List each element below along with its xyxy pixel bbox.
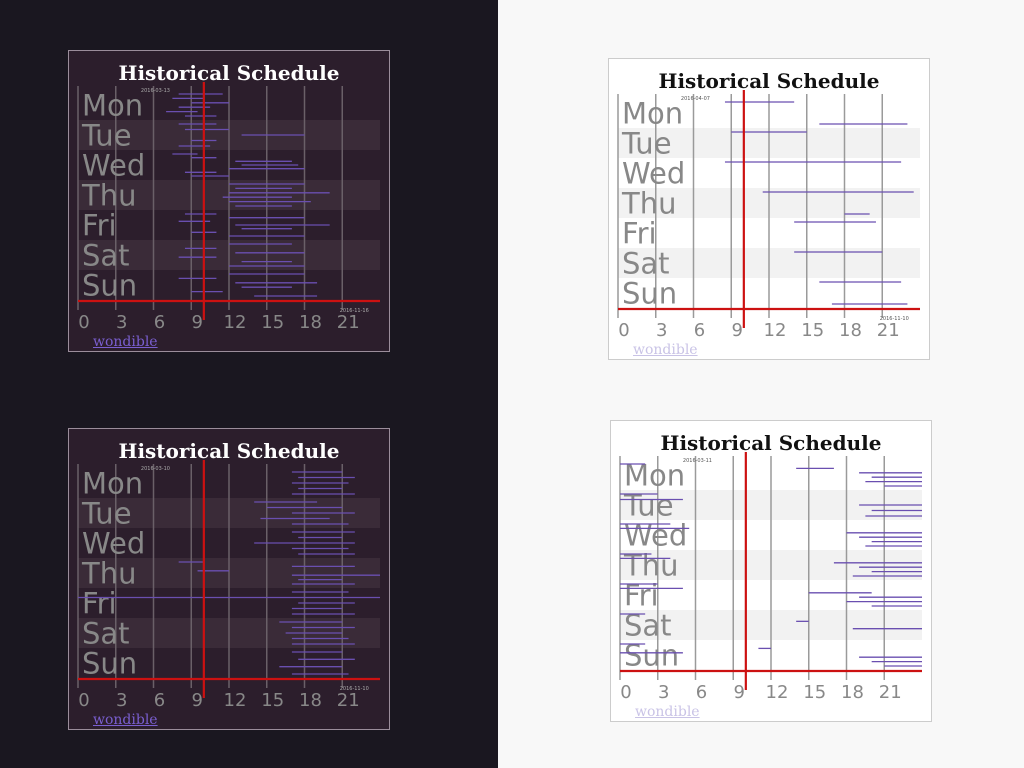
schedule-chart-3: Historical Schedule 2016-03-10 2016-11-10 M… (68, 428, 390, 730)
x-tick-label: 6 (696, 682, 707, 703)
day-label: Wed (622, 157, 685, 191)
schedule-chart-svg: Historical Schedule 2016-04-07 2016-11-10 M… (608, 58, 930, 360)
day-label: Tue (621, 127, 672, 161)
day-label: Wed (82, 149, 145, 183)
x-tick-label: 3 (658, 682, 669, 703)
end-date-label: 2016-11-16 (340, 308, 369, 314)
x-tick-label: 0 (78, 690, 89, 711)
x-tick-label: 0 (78, 312, 89, 333)
day-label: Tue (81, 119, 132, 153)
day-label: Thu (621, 187, 676, 221)
day-label: Mon (622, 97, 683, 131)
end-date-label: 2016-11-10 (880, 316, 909, 322)
end-date-label: 2016-11-10 (340, 686, 369, 692)
x-tick-label: 0 (620, 682, 631, 703)
schedule-chart-1: Historical Schedule 2016-03-13 2016-11-16 M… (68, 50, 390, 352)
x-tick-label: 21 (879, 682, 902, 703)
x-tick-label: 3 (116, 690, 127, 711)
day-label: Fri (82, 587, 117, 621)
day-label: Sat (82, 239, 130, 273)
schedule-chart-svg: Historical Schedule 2016-03-10 2016-11-10 M… (68, 428, 390, 730)
day-label: Wed (82, 527, 145, 561)
x-tick-label: 3 (116, 312, 127, 333)
start-date-label: 2016-03-13 (141, 88, 170, 94)
day-label: Thu (81, 179, 136, 213)
x-tick-label: 18 (299, 312, 322, 333)
x-tick-label: 18 (841, 682, 864, 703)
schedule-chart-svg: Historical Schedule2016-03-11MonTueWedTh… (610, 420, 932, 722)
x-tick-label: 15 (261, 312, 284, 333)
x-tick-label: 15 (801, 320, 824, 341)
x-tick-label: 6 (694, 320, 705, 341)
x-tick-label: 9 (732, 320, 743, 341)
x-tick-label: 6 (154, 690, 165, 711)
day-label: Sat (82, 617, 130, 651)
x-tick-label: 0 (618, 320, 629, 341)
x-tick-label: 9 (734, 682, 745, 703)
wondible-link[interactable]: wondible (93, 712, 158, 728)
x-tick-label: 12 (766, 682, 789, 703)
x-tick-label: 21 (337, 312, 360, 333)
x-tick-label: 15 (261, 690, 284, 711)
day-label: Fri (82, 209, 117, 243)
wondible-link[interactable]: wondible (93, 334, 158, 350)
x-tick-label: 18 (299, 690, 322, 711)
x-tick-label: 15 (803, 682, 826, 703)
start-date-label: 2016-03-11 (683, 458, 712, 464)
wondible-link[interactable]: wondible (635, 704, 700, 720)
x-tick-label: 6 (154, 312, 165, 333)
x-tick-label: 12 (224, 690, 247, 711)
day-label: Sat (622, 247, 670, 281)
day-label: Sun (622, 277, 677, 311)
schedule-chart-2: Historical Schedule 2016-04-07 2016-11-10 M… (608, 58, 930, 360)
x-tick-label: 9 (192, 690, 203, 711)
start-date-label: 2016-04-07 (681, 96, 710, 102)
day-label: Fri (622, 217, 657, 251)
day-label: Tue (81, 497, 132, 531)
x-tick-label: 18 (839, 320, 862, 341)
schedule-chart-svg: Historical Schedule 2016-03-13 2016-11-16 M… (68, 50, 390, 352)
x-tick-label: 3 (656, 320, 667, 341)
x-tick-label: 12 (764, 320, 787, 341)
day-label: Thu (81, 557, 136, 591)
x-tick-label: 9 (192, 312, 203, 333)
x-tick-label: 21 (877, 320, 900, 341)
day-label: Mon (82, 467, 143, 501)
x-tick-label: 12 (224, 312, 247, 333)
chart-title: Historical Schedule (119, 439, 340, 463)
chart-title: Historical Schedule (119, 61, 340, 85)
chart-title: Historical Schedule (661, 431, 882, 455)
schedule-chart-4: Historical Schedule 2016-03-11 Mon Tue Wed Th… (610, 420, 932, 722)
start-date-label: 2016-03-10 (141, 466, 170, 472)
day-label: Sun (82, 647, 137, 681)
day-label: Sun (82, 269, 137, 303)
wondible-link[interactable]: wondible (633, 342, 698, 358)
x-tick-label: 21 (337, 690, 360, 711)
chart-title: Historical Schedule (659, 69, 880, 93)
day-label: Mon (82, 89, 143, 123)
